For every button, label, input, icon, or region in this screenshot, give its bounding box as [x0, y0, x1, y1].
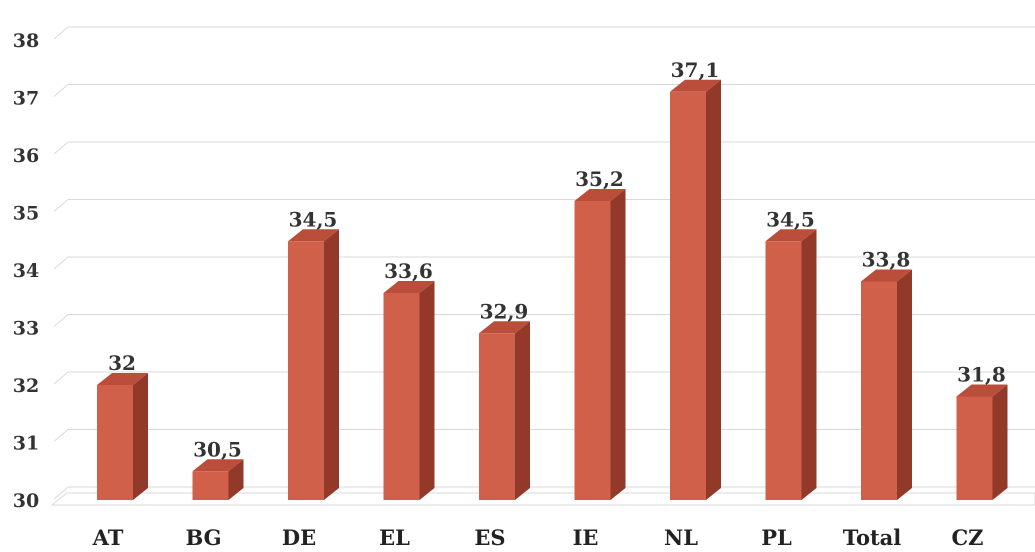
x-category-label: IE — [573, 525, 599, 550]
bar-top — [97, 373, 148, 385]
x-category-label: CZ — [951, 525, 983, 550]
x-axis-category-labels: AT BG DE EL ES IE NL PL Total CZ — [92, 525, 984, 550]
y-tick-label: 31 — [13, 433, 39, 455]
gridline-depth — [53, 84, 69, 97]
bar-top — [956, 384, 1008, 397]
bar-side — [419, 281, 435, 500]
bar-side — [228, 459, 244, 500]
x-category-label: ES — [474, 525, 505, 550]
bar-side — [610, 189, 626, 500]
bar-el — [383, 281, 435, 500]
data-label: 32 — [108, 351, 136, 375]
y-tick-label: 32 — [13, 375, 39, 397]
bar-nl — [670, 79, 721, 500]
y-tick-label: 34 — [13, 260, 39, 282]
bar-side — [801, 229, 817, 500]
bar-top — [574, 189, 626, 201]
gridline-depth — [53, 486, 69, 500]
x-category-label: EL — [379, 525, 410, 550]
y-tick-label: 30 — [13, 490, 39, 512]
data-label: 34,5 — [766, 207, 815, 231]
bar-front — [574, 201, 611, 500]
bar-total — [861, 269, 912, 500]
bar-top — [861, 269, 912, 282]
x-category-label: PL — [761, 525, 792, 550]
data-label: 37,1 — [671, 58, 720, 82]
data-label: 32,9 — [480, 299, 529, 323]
x-category-label: BG — [185, 525, 221, 550]
gridline-depth — [53, 256, 69, 270]
bar-top — [192, 459, 244, 472]
data-labels: 32 30,5 34,5 33,6 32,9 35,2 37,1 34,5 33,8 31,8 — [108, 58, 1006, 462]
bar-front — [765, 241, 802, 500]
x-category-label: DE — [282, 525, 316, 550]
bar-ie — [574, 189, 626, 500]
bar-side — [897, 269, 912, 500]
data-label: 33,8 — [862, 248, 911, 272]
bar-side — [706, 79, 721, 500]
bar-front — [479, 333, 515, 500]
bar-side — [515, 321, 530, 500]
bar-top — [288, 229, 339, 242]
bar-front — [956, 396, 993, 500]
gridline-depth — [53, 141, 69, 155]
bar-de — [288, 229, 339, 500]
bar-es — [479, 321, 530, 500]
bars — [97, 79, 1008, 500]
bar-cz — [956, 384, 1008, 500]
bar-front — [670, 91, 706, 500]
data-label: 31,8 — [957, 363, 1006, 387]
bar-front — [288, 241, 324, 500]
gridline-depth — [53, 371, 69, 385]
bar-pl — [765, 229, 817, 500]
x-category-label: AT — [92, 525, 124, 550]
bar-side — [133, 373, 148, 500]
gridline-depth — [53, 429, 69, 442]
x-category-label: Total — [843, 525, 902, 550]
bar-top — [479, 321, 530, 334]
bar-bg — [192, 459, 244, 500]
bar-front — [383, 293, 420, 500]
bar-at — [97, 373, 148, 500]
data-label: 33,6 — [384, 259, 433, 283]
y-tick-label: 38 — [13, 30, 39, 52]
data-label: 34,5 — [289, 207, 338, 231]
bar-top — [670, 79, 721, 92]
gridline-depth — [53, 199, 69, 212]
y-axis-tick-labels: 30 31 32 33 34 35 36 37 38 — [13, 30, 39, 512]
bar-top — [383, 281, 435, 293]
gridline-depth — [53, 314, 69, 327]
y-tick-label: 33 — [13, 318, 39, 340]
bar-front — [97, 385, 133, 500]
y-tick-label: 36 — [13, 145, 39, 167]
x-category-label: NL — [664, 525, 698, 550]
bar-top — [765, 229, 817, 242]
bar-front — [192, 471, 229, 500]
gridline-depth — [53, 26, 69, 40]
bar-side — [992, 384, 1008, 500]
bar-front — [861, 281, 897, 500]
y-tick-label: 35 — [13, 203, 39, 225]
chart-floor — [50, 492, 1035, 506]
bar-side — [324, 229, 339, 500]
data-label: 35,2 — [575, 167, 624, 191]
y-tick-label: 37 — [13, 88, 39, 110]
data-label: 30,5 — [193, 437, 242, 461]
